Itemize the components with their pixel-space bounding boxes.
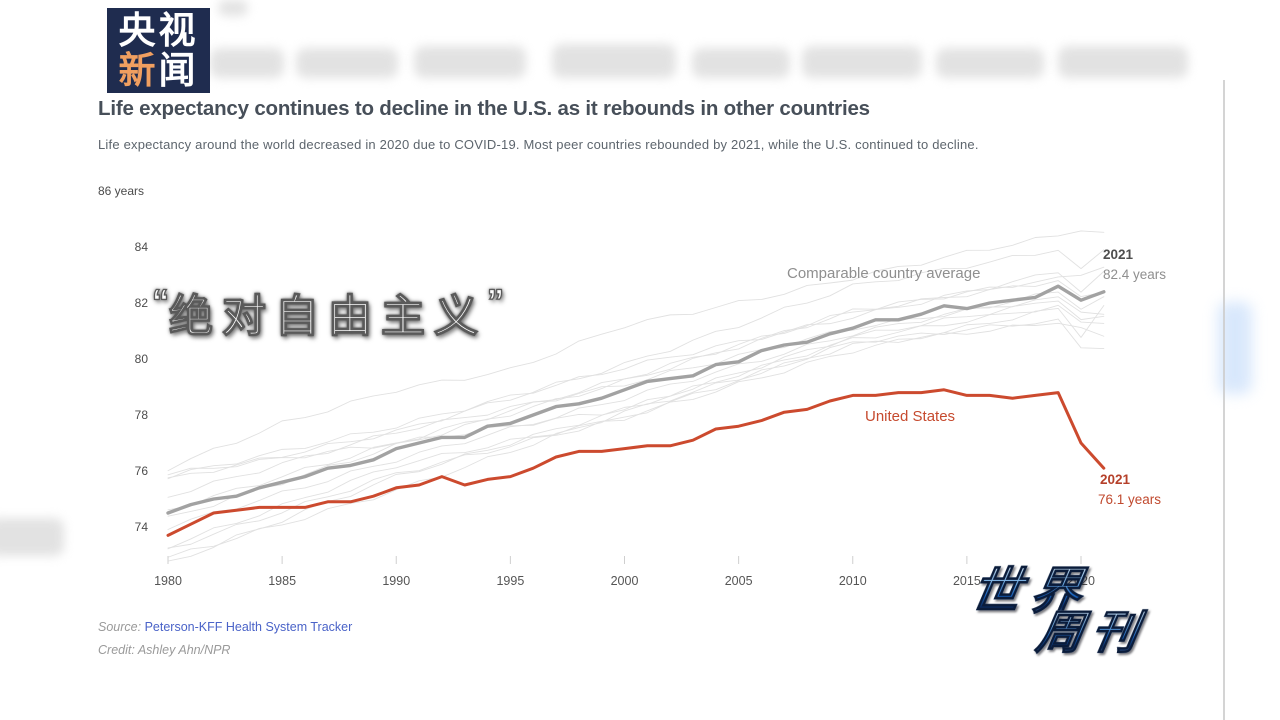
x-tick-label: 2005 (724, 574, 753, 588)
average-endpoint-value: 82.4 years (1103, 267, 1167, 282)
source-line: Source: Peterson-KFF Health System Track… (98, 620, 352, 634)
y-tick-label: 78 (134, 408, 148, 422)
y-tick-label: 74 (134, 520, 148, 534)
y-tick-label: 80 (134, 352, 148, 366)
x-tick-label: 1990 (382, 574, 411, 588)
source-label: Source: (98, 620, 142, 634)
average-endpoint-year: 2021 (1103, 247, 1134, 262)
credit-line: Credit: Ashley Ahn/NPR (98, 643, 231, 657)
y-axis-top-label: 86 years (98, 184, 145, 198)
news-caption-overlay: “绝对自由主义” (151, 280, 582, 344)
blurred-background-text (210, 48, 284, 78)
blurred-background-text (692, 48, 790, 78)
blurred-background-text (0, 518, 64, 556)
logo-rest-char: 闻 (158, 49, 199, 91)
background-country-line (167, 318, 1105, 549)
x-tick-label: 2010 (838, 574, 867, 588)
x-tick-label: 2015 (952, 574, 981, 588)
page-right-border (1223, 80, 1225, 720)
logo-text-bottom: 新闻 (118, 49, 199, 91)
x-tick-label: 1980 (154, 574, 182, 588)
caption-text: 绝对自由主义 (168, 291, 487, 341)
program-watermark-line2: 周刊 (1032, 596, 1152, 662)
x-tick-label: 2020 (1053, 574, 1109, 588)
us-line (166, 388, 1106, 537)
blurred-background-text (218, 0, 248, 16)
y-tick-label: 76 (134, 464, 148, 478)
blurred-background-text (414, 46, 526, 78)
x-tick-label: 1995 (496, 574, 525, 588)
us-series-label: United States (865, 408, 956, 425)
x-tick-label: 2000 (610, 574, 639, 588)
logo-text-top: 央视 (118, 9, 199, 51)
close-quote: ” (486, 282, 504, 321)
blurred-background-text (1058, 46, 1188, 78)
blurred-background-text (296, 48, 398, 78)
cctv-news-logo: 央视 新闻 (107, 8, 210, 93)
chart-subtitle: Life expectancy around the world decreas… (98, 137, 979, 152)
us-endpoint-value: 76.1 years (1098, 492, 1162, 507)
logo-accent-char: 新 (118, 49, 159, 91)
open-quote: “ (151, 282, 169, 321)
blurred-background-text (552, 44, 676, 78)
background-country-line (167, 322, 1105, 558)
blurred-background-text (802, 46, 922, 78)
average-series-label: Comparable country average (787, 265, 981, 282)
source-link[interactable]: Peterson-KFF Health System Tracker (144, 620, 353, 634)
blurred-background-text (936, 48, 1044, 78)
y-tick-label: 82 (134, 296, 148, 310)
chart-title: Life expectancy continues to decline in … (98, 97, 870, 120)
x-tick-label: 1985 (268, 574, 297, 588)
us-endpoint-year: 2021 (1100, 472, 1131, 487)
y-tick-label: 84 (134, 240, 148, 254)
